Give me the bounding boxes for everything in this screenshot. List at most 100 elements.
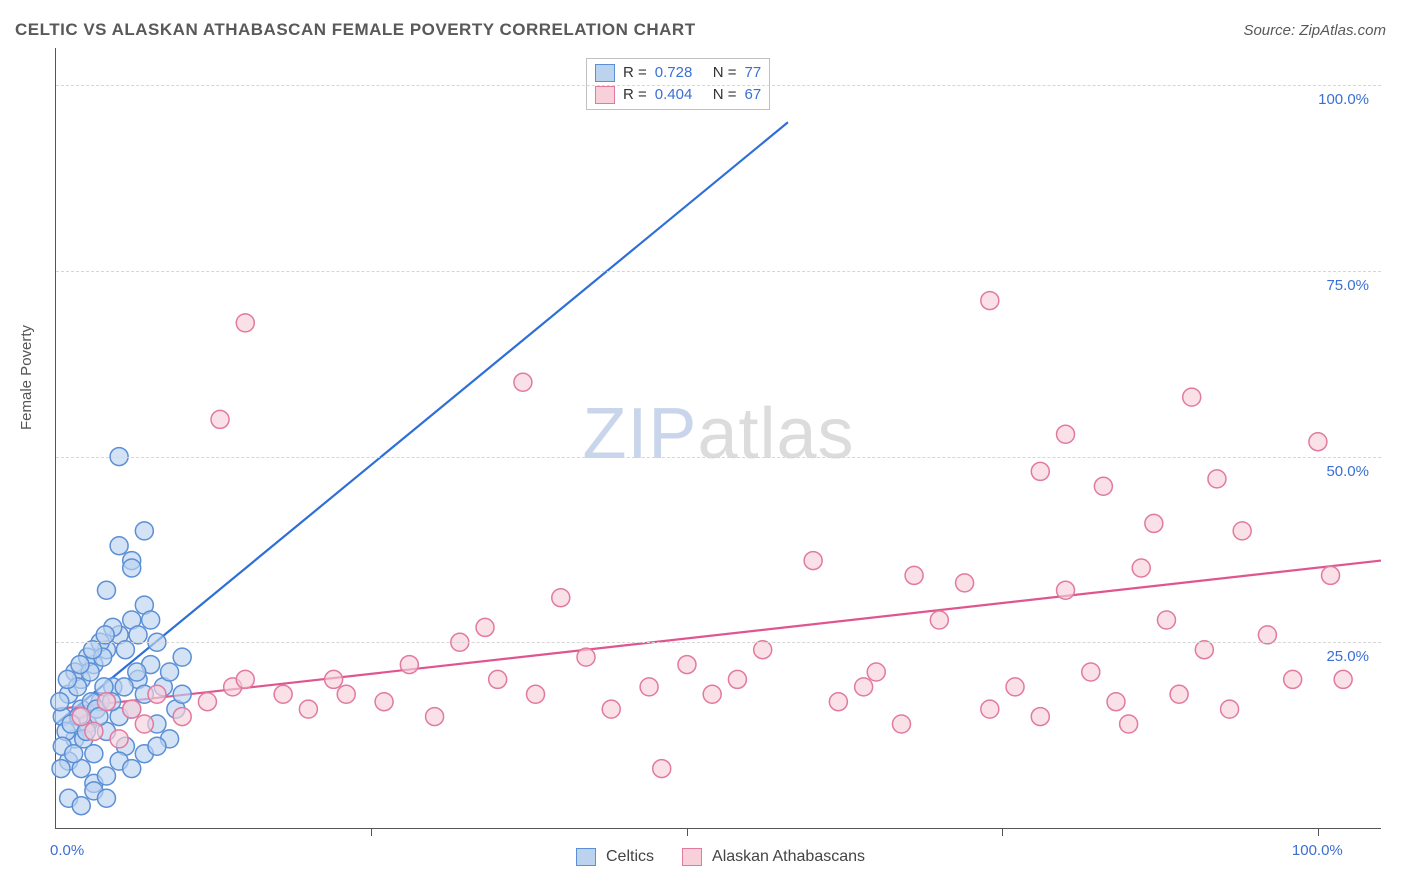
chart-title: CELTIC VS ALASKAN ATHABASCAN FEMALE POVE…: [15, 20, 696, 40]
stats-row: R = 0.404 N = 67: [595, 84, 761, 106]
data-point: [1309, 433, 1327, 451]
gridline: [56, 271, 1381, 272]
y-axis-label: Female Poverty: [18, 325, 35, 430]
n-value: 77: [745, 62, 762, 84]
legend-label: Celtics: [606, 848, 654, 866]
data-point: [325, 670, 343, 688]
data-point: [129, 626, 147, 644]
data-point: [65, 745, 83, 763]
series-legend: Celtics Alaskan Athabascans: [576, 848, 883, 866]
x-axis-max-label: 100.0%: [1292, 842, 1343, 859]
legend-swatch: [595, 86, 615, 104]
data-point: [1132, 559, 1150, 577]
data-point: [123, 559, 141, 577]
data-point: [173, 708, 191, 726]
y-tick-label: 25.0%: [1326, 648, 1369, 665]
source-attribution: Source: ZipAtlas.com: [1243, 22, 1386, 39]
data-point: [1057, 425, 1075, 443]
legend-label: Alaskan Athabascans: [712, 848, 865, 866]
data-point: [892, 715, 910, 733]
data-point: [173, 685, 191, 703]
data-point: [1094, 477, 1112, 495]
data-point: [552, 589, 570, 607]
data-point: [981, 700, 999, 718]
data-point: [123, 760, 141, 778]
r-value: 0.404: [655, 84, 705, 106]
data-point: [97, 581, 115, 599]
data-point: [72, 708, 90, 726]
data-point: [110, 537, 128, 555]
data-point: [804, 552, 822, 570]
data-point: [640, 678, 658, 696]
data-point: [97, 693, 115, 711]
data-point: [1322, 566, 1340, 584]
data-point: [1170, 685, 1188, 703]
x-tick: [1002, 828, 1003, 836]
data-point: [1284, 670, 1302, 688]
data-point: [123, 700, 141, 718]
data-point: [236, 314, 254, 332]
data-point: [84, 641, 102, 659]
data-point: [1031, 708, 1049, 726]
legend-swatch: [595, 64, 615, 82]
legend-swatch: [682, 848, 702, 866]
plot-area: ZIPatlas R =0.728N =77R =0.404N =67 Celt…: [55, 48, 1381, 829]
data-point: [905, 566, 923, 584]
data-point: [72, 797, 90, 815]
data-point: [1006, 678, 1024, 696]
n-label: N =: [713, 62, 737, 84]
gridline: [56, 457, 1381, 458]
legend-swatch: [576, 848, 596, 866]
data-point: [1120, 715, 1138, 733]
x-tick: [687, 828, 688, 836]
data-point: [161, 663, 179, 681]
data-point: [375, 693, 393, 711]
data-point: [602, 700, 620, 718]
data-point: [1082, 663, 1100, 681]
n-value: 67: [745, 84, 762, 106]
data-point: [855, 678, 873, 696]
scatter-points-layer: [56, 48, 1381, 828]
data-point: [514, 373, 532, 391]
data-point: [426, 708, 444, 726]
data-point: [867, 663, 885, 681]
data-point: [236, 670, 254, 688]
n-label: N =: [713, 84, 737, 106]
data-point: [110, 730, 128, 748]
x-tick: [1318, 828, 1319, 836]
data-point: [577, 648, 595, 666]
r-value: 0.728: [655, 62, 705, 84]
chart-container: { "title": "CELTIC VS ALASKAN ATHABASCAN…: [0, 0, 1406, 892]
data-point: [173, 648, 191, 666]
correlation-stats-box: R = 0.728 N = 77 R = 0.404 N = 67: [586, 58, 770, 110]
r-label: R =: [623, 84, 647, 106]
data-point: [1195, 641, 1213, 659]
data-point: [930, 611, 948, 629]
data-point: [1334, 670, 1352, 688]
y-tick-label: 100.0%: [1318, 91, 1369, 108]
data-point: [829, 693, 847, 711]
data-point: [198, 693, 216, 711]
gridline: [56, 642, 1381, 643]
data-point: [97, 767, 115, 785]
data-point: [678, 656, 696, 674]
data-point: [981, 292, 999, 310]
data-point: [115, 678, 133, 696]
data-point: [128, 663, 146, 681]
x-axis-min-label: 0.0%: [50, 842, 84, 859]
data-point: [400, 656, 418, 674]
data-point: [97, 789, 115, 807]
data-point: [1145, 514, 1163, 532]
data-point: [653, 760, 671, 778]
data-point: [135, 522, 153, 540]
data-point: [1107, 693, 1125, 711]
gridline: [56, 85, 1381, 86]
data-point: [211, 410, 229, 428]
data-point: [142, 611, 160, 629]
data-point: [85, 722, 103, 740]
data-point: [96, 626, 114, 644]
data-point: [754, 641, 772, 659]
data-point: [1157, 611, 1175, 629]
r-label: R =: [623, 62, 647, 84]
y-tick-label: 50.0%: [1326, 463, 1369, 480]
